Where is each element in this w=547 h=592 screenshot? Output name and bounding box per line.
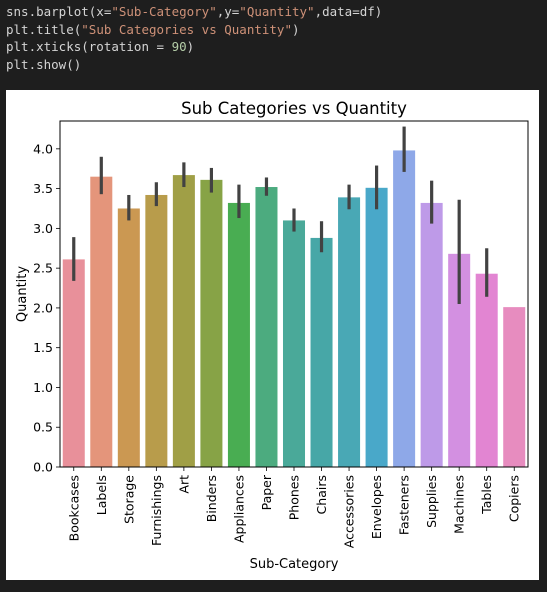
- bar-accessories: [338, 197, 360, 467]
- bar-art: [173, 175, 195, 467]
- code-line: plt.show(): [6, 56, 382, 74]
- y-tick-label: 1.5: [33, 340, 53, 355]
- y-tick-label: 1.0: [33, 380, 53, 395]
- code-token: "Sub Categories vs Quantity": [81, 22, 292, 37]
- code-token: plt.show(): [6, 57, 81, 72]
- x-axis: Bookcases Labels Storage Furnishings Art Bind…: [66, 467, 521, 548]
- y-tick-label: 2.0: [33, 300, 53, 315]
- x-tick-label: Phones: [287, 475, 302, 520]
- x-tick-label: Appliances: [231, 475, 246, 543]
- code-token: 90: [172, 39, 187, 54]
- code-token: ,y=: [217, 4, 240, 19]
- x-tick-label: Envelopes: [369, 475, 384, 539]
- bar-chart: Sub Categories vs Quantity 0.0 0.5 1.0 1.5 2…: [6, 90, 539, 580]
- bar-appliances: [228, 203, 250, 467]
- bar-copiers: [503, 307, 525, 467]
- y-tick-label: 3.5: [33, 181, 53, 196]
- code-token: "Sub-Category": [111, 4, 216, 19]
- bar-bookcases: [63, 259, 85, 467]
- x-tick-label: Supplies: [424, 475, 439, 528]
- y-axis-label: Quantity: [15, 266, 30, 322]
- x-tick-label: Binders: [204, 475, 219, 522]
- y-tick-label: 3.0: [33, 221, 53, 236]
- y-tick-label: 4.0: [33, 141, 53, 156]
- code-editor[interactable]: sns.barplot(x="Sub-Category",y="Quantity…: [6, 3, 382, 73]
- code-line: plt.xticks(rotation = 90): [6, 38, 382, 56]
- code-token: plt.title(: [6, 22, 81, 37]
- x-tick-label: Chairs: [314, 475, 329, 514]
- code-token: sns.barplot(x=: [6, 4, 111, 19]
- x-tick-label: Machines: [452, 475, 467, 534]
- x-tick-label: Art: [176, 475, 191, 494]
- bar-supplies: [421, 203, 443, 467]
- x-tick-label: Tables: [479, 475, 494, 515]
- bar-phones: [283, 220, 305, 467]
- bar-envelopes: [366, 188, 388, 467]
- cell-output: Sub Categories vs Quantity 0.0 0.5 1.0 1.5 2…: [6, 90, 539, 580]
- code-line: sns.barplot(x="Sub-Category",y="Quantity…: [6, 3, 382, 21]
- code-token: plt.xticks(rotation =: [6, 39, 172, 54]
- y-tick-label: 2.5: [33, 261, 53, 276]
- x-tick-label: Accessories: [342, 475, 357, 548]
- x-tick-label: Furnishings: [149, 475, 164, 546]
- x-tick-label: Labels: [94, 475, 109, 515]
- x-tick-label: Storage: [121, 475, 136, 524]
- bar-paper: [255, 187, 277, 467]
- x-tick-label: Copiers: [507, 475, 522, 522]
- bar-labels: [90, 177, 112, 467]
- bar-binders: [200, 180, 222, 467]
- x-tick-label: Paper: [259, 474, 274, 510]
- bar-tables: [476, 274, 498, 467]
- code-token: "Quantity": [239, 4, 314, 19]
- chart-title: Sub Categories vs Quantity: [181, 99, 407, 118]
- code-token: ): [187, 39, 195, 54]
- bar-chairs: [311, 238, 333, 467]
- y-tick-label: 0.5: [33, 420, 53, 435]
- bar-fasteners: [393, 150, 415, 467]
- x-tick-label: Bookcases: [66, 475, 81, 541]
- x-axis-label: Sub-Category: [250, 557, 339, 572]
- y-axis: 0.0 0.5 1.0 1.5 2.0 2.5 3.0 3.5 4.0: [33, 141, 60, 474]
- code-line: plt.title("Sub Categories vs Quantity"): [6, 21, 382, 39]
- bar-storage: [118, 208, 140, 467]
- bar-furnishings: [145, 195, 167, 467]
- y-tick-label: 0.0: [33, 460, 53, 475]
- code-cell[interactable]: sns.barplot(x="Sub-Category",y="Quantity…: [0, 0, 547, 83]
- code-token: ): [292, 22, 300, 37]
- code-token: ,data=df): [315, 4, 383, 19]
- x-tick-label: Fasteners: [397, 475, 412, 535]
